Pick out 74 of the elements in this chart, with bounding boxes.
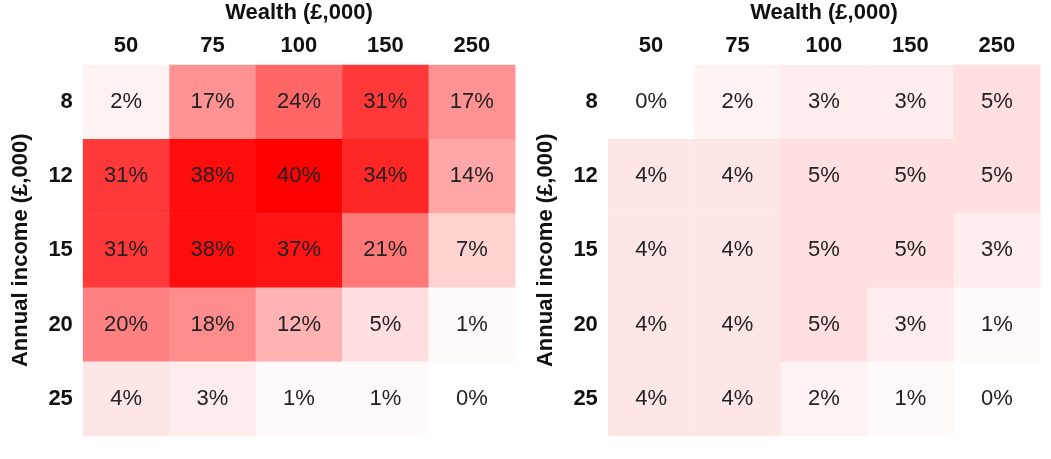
x-axis-title: Wealth (£,000) — [750, 0, 898, 25]
x-tick-label: 100 — [805, 31, 843, 57]
x-tick-label: 100 — [280, 31, 318, 57]
data-label: 7% — [455, 236, 488, 262]
x-tick-label: 75 — [200, 31, 225, 57]
y-tick-label: 15 — [573, 236, 598, 262]
x-tick-label: 150 — [892, 31, 929, 57]
data-label: 38% — [190, 236, 235, 262]
data-label: 5% — [808, 162, 840, 188]
y-tick-label: 20 — [573, 310, 598, 336]
data-label: 4% — [721, 384, 754, 410]
x-tick-label: 250 — [453, 31, 491, 57]
data-label: 2% — [721, 87, 754, 113]
data-label: 4% — [635, 310, 667, 336]
y-axis-title: Annual income (£,000) — [7, 133, 33, 368]
data-label: 31% — [104, 162, 149, 188]
data-label: 4% — [635, 236, 667, 262]
data-label: 17% — [190, 87, 235, 113]
data-label: 5% — [808, 310, 840, 336]
data-label: 37% — [276, 236, 321, 262]
data-label: 5% — [369, 310, 402, 336]
data-label: 31% — [363, 87, 408, 113]
data-label: 14% — [449, 162, 494, 188]
y-tick-label: 15 — [48, 236, 73, 262]
data-label: 2% — [110, 87, 142, 113]
data-label: 3% — [196, 384, 229, 410]
data-label: 38% — [190, 162, 235, 188]
data-label: 4% — [721, 236, 754, 262]
data-label: 5% — [894, 236, 927, 262]
data-label: 31% — [104, 236, 149, 262]
data-label: 18% — [190, 310, 235, 336]
x-tick-label: 75 — [725, 31, 750, 57]
data-label: 1% — [455, 310, 488, 336]
data-label: 4% — [635, 384, 667, 410]
x-tick-label: 50 — [113, 31, 139, 57]
y-axis-title: Annual income (£,000) — [532, 133, 558, 368]
data-label: 4% — [110, 384, 142, 410]
data-label: 21% — [363, 236, 408, 262]
data-label: 3% — [980, 236, 1013, 262]
data-label: 3% — [894, 310, 927, 336]
y-tick-label: 20 — [48, 310, 73, 336]
data-label: 4% — [721, 162, 754, 188]
data-label: 2% — [808, 384, 840, 410]
y-tick-label: 25 — [48, 384, 73, 410]
data-label: 0% — [635, 87, 667, 113]
data-label: 5% — [980, 162, 1013, 188]
data-label: 0% — [980, 384, 1013, 410]
data-label: 5% — [808, 236, 840, 262]
x-tick-label: 150 — [367, 31, 404, 57]
data-label: 3% — [808, 87, 840, 113]
data-label: 5% — [894, 162, 927, 188]
data-label: 3% — [894, 87, 927, 113]
data-label: 0% — [455, 384, 488, 410]
y-tick-label: 12 — [573, 162, 598, 188]
data-label: 40% — [276, 162, 321, 188]
x-tick-label: 250 — [978, 31, 1016, 57]
data-label: 4% — [721, 310, 754, 336]
data-label: 1% — [980, 310, 1013, 336]
data-label: 1% — [894, 384, 927, 410]
data-label: 12% — [276, 310, 321, 336]
y-tick-label: 25 — [573, 384, 598, 410]
data-label: 1% — [283, 384, 315, 410]
y-tick-label: 12 — [48, 162, 73, 188]
data-label: 4% — [635, 162, 667, 188]
data-label: 20% — [104, 310, 149, 336]
y-tick-label: 8 — [585, 87, 598, 113]
data-label: 34% — [363, 162, 408, 188]
data-label: 1% — [369, 384, 402, 410]
data-label: 24% — [276, 87, 321, 113]
y-tick-label: 8 — [60, 87, 73, 113]
data-label: 17% — [449, 87, 494, 113]
x-axis-title: Wealth (£,000) — [225, 0, 373, 25]
data-label: 5% — [980, 87, 1013, 113]
x-tick-label: 50 — [638, 31, 664, 57]
